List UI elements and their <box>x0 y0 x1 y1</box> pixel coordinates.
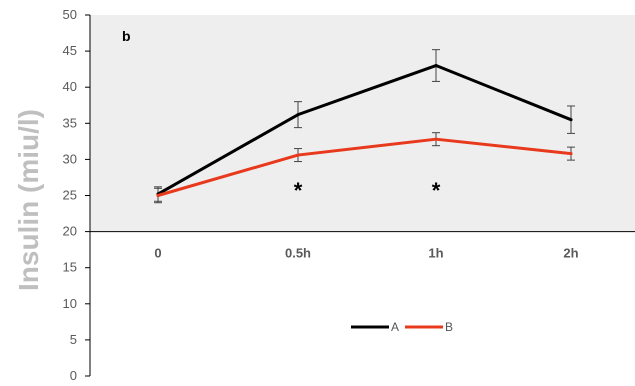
y-tick-label: 45 <box>63 43 77 58</box>
y-tick-label: 40 <box>63 79 77 94</box>
data-point <box>434 137 438 141</box>
significance-marker: * <box>294 178 303 203</box>
y-axis-title: Insulin (miu/l) <box>13 109 44 291</box>
data-point <box>569 118 573 122</box>
plot-area-tint <box>90 15 635 231</box>
y-tick-label: 0 <box>70 368 77 383</box>
y-tick-label: 10 <box>63 296 77 311</box>
data-point <box>296 153 300 157</box>
y-tick-label: 50 <box>63 7 77 22</box>
panel-label: b <box>122 28 131 44</box>
y-tick-label: 25 <box>63 188 77 203</box>
data-point <box>434 64 438 68</box>
y-tick-label: 30 <box>63 151 77 166</box>
legend-label: B <box>445 320 453 334</box>
x-tick-label: 0 <box>154 246 161 261</box>
data-point <box>296 113 300 117</box>
series-line-B <box>156 137 573 197</box>
data-point <box>156 194 160 197</box>
y-tick-label: 15 <box>63 260 77 275</box>
legend-label: A <box>391 320 399 334</box>
x-tick-label: 1h <box>428 246 443 261</box>
series-line-A <box>156 64 573 196</box>
x-tick-label: 0.5h <box>285 246 311 261</box>
significance-marker: * <box>432 178 441 203</box>
data-point <box>569 152 573 156</box>
y-tick-label: 35 <box>63 115 77 130</box>
y-tick-label: 20 <box>63 224 77 239</box>
chart-layer: 0 5 10 15 20 25 30 35 40 45 50 0 0.5h 1h 2h * * A B <box>63 7 635 383</box>
x-tick-label: 2h <box>563 246 578 261</box>
y-tick-label: 5 <box>70 332 77 347</box>
